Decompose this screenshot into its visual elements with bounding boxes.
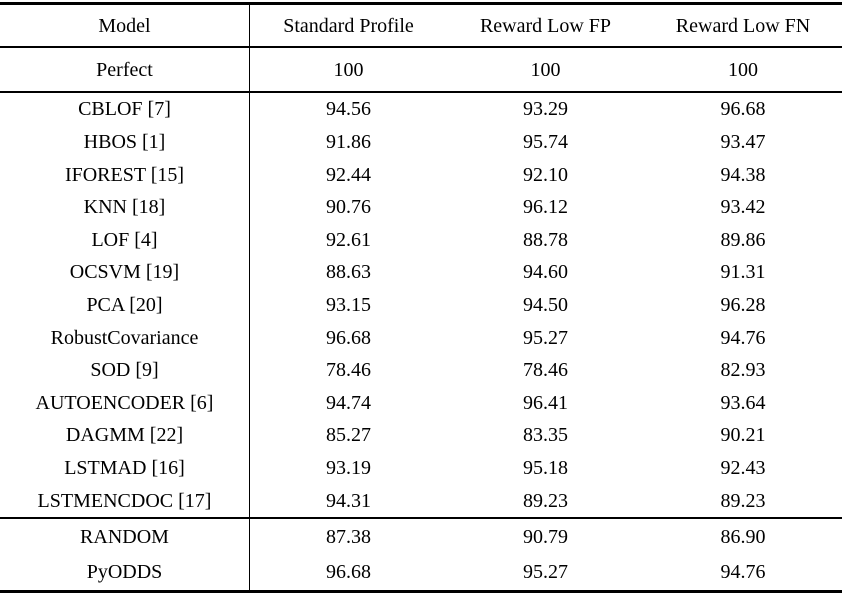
value-cell: 89.23	[523, 489, 568, 512]
table-row: OCSVM [19] 88.63 94.60 91.31	[0, 256, 842, 289]
model-cell: PCA [20]	[0, 288, 250, 322]
table-row: AUTOENCODER [6] 94.74 96.41 93.64	[0, 386, 842, 420]
header-section: Model Standard Profile Reward Low FP Rew…	[0, 5, 842, 46]
model-cell: LSTMAD [16]	[0, 451, 250, 485]
value-cell: 93.42	[720, 196, 766, 219]
perfect-section: Perfect 100 100 100	[0, 48, 842, 91]
value-cell: 94.76	[720, 326, 766, 349]
value-cell: 89.86	[720, 228, 766, 251]
value-cell: 93.15	[326, 293, 371, 316]
value-cell: 96.28	[720, 293, 766, 316]
perfect-rule	[0, 91, 842, 93]
table-row: SOD [9] 78.46 78.46 82.93	[0, 353, 842, 387]
value-cell: 86.90	[720, 525, 766, 548]
value-cell: 96.68	[720, 98, 766, 121]
model-cell: CBLOF [7]	[0, 93, 250, 126]
value-cell: 93.19	[326, 457, 371, 479]
value-cell: 92.61	[326, 228, 371, 251]
model-cell: KNN [18]	[0, 190, 250, 224]
value-cell: 78.46	[523, 359, 568, 382]
value-cell: 89.23	[720, 489, 766, 512]
value-cell: 100	[530, 58, 561, 81]
table-row: LSTMAD [16] 93.19 95.18 92.43	[0, 451, 842, 485]
model-cell: LSTMENCDOC [17]	[0, 484, 250, 517]
value-cell: 95.27	[523, 561, 568, 584]
column-header-reward-low-fn: Reward Low FN	[675, 14, 811, 37]
table-row: KNN [18] 90.76 96.12 93.42	[0, 190, 842, 224]
table-row: RobustCovariance 96.68 95.27 94.76	[0, 321, 842, 354]
table-row: HBOS [1] 91.86 95.74 93.47	[0, 125, 842, 159]
body-section: CBLOF [7] 94.56 93.29 96.68 HBOS [1] 91.…	[0, 93, 842, 517]
value-cell: 92.44	[326, 163, 371, 186]
value-cell: 94.56	[326, 98, 371, 121]
value-cell: 96.68	[326, 326, 371, 349]
footer-section: RANDOM 87.38 90.79 86.90 PyODDS 96.68 95…	[0, 519, 842, 590]
model-cell: IFOREST [15]	[0, 158, 250, 191]
value-cell: 91.86	[326, 130, 371, 153]
model-cell: SOD [9]	[0, 353, 250, 387]
value-cell: 94.60	[523, 261, 568, 284]
model-cell: Perfect	[0, 48, 250, 91]
table-row: LSTMENCDOC [17] 94.31 89.23 89.23	[0, 484, 842, 517]
value-cell: 96.12	[523, 196, 568, 219]
value-cell: 95.27	[523, 326, 568, 349]
model-cell: DAGMM [22]	[0, 419, 250, 452]
value-cell: 78.46	[326, 359, 371, 382]
value-cell: 90.79	[523, 525, 568, 548]
table-row: LOF [4] 92.61 88.78 89.86	[0, 223, 842, 257]
model-cell: PyODDS	[0, 554, 250, 590]
value-cell: 94.31	[326, 489, 371, 512]
table-row-perfect: Perfect 100 100 100	[0, 48, 842, 91]
footer-rule	[0, 517, 842, 519]
value-cell: 95.18	[523, 457, 568, 479]
value-cell: 96.68	[326, 561, 371, 584]
value-cell: 87.38	[326, 525, 371, 548]
value-cell: 92.10	[523, 163, 568, 186]
value-cell: 93.64	[720, 391, 766, 414]
value-cell: 90.21	[720, 424, 766, 447]
value-cell: 94.38	[720, 163, 766, 186]
header-row: Model Standard Profile Reward Low FP Rew…	[0, 5, 842, 46]
table-row: CBLOF [7] 94.56 93.29 96.68	[0, 93, 842, 126]
value-cell: 92.43	[720, 457, 766, 479]
model-cell: AUTOENCODER [6]	[0, 386, 250, 420]
table-row: IFOREST [15] 92.44 92.10 94.38	[0, 158, 842, 191]
value-cell: 85.27	[326, 424, 371, 447]
value-cell: 100	[728, 58, 758, 81]
value-cell: 93.47	[720, 130, 766, 153]
value-cell: 88.78	[523, 228, 568, 251]
value-cell: 91.31	[720, 261, 766, 284]
model-cell: HBOS [1]	[0, 125, 250, 159]
value-cell: 83.35	[523, 424, 568, 447]
value-cell: 94.76	[720, 561, 766, 584]
table-row: DAGMM [22] 85.27 83.35 90.21	[0, 419, 842, 452]
value-cell: 82.93	[720, 359, 766, 382]
value-cell: 96.41	[523, 391, 568, 414]
column-header-reward-low-fp: Reward Low FP	[479, 14, 612, 37]
bottom-rule	[0, 590, 842, 593]
table-row-pyodds: PyODDS 96.68 95.27 94.76	[0, 554, 842, 590]
value-cell: 93.29	[523, 98, 568, 121]
model-cell: LOF [4]	[0, 223, 250, 257]
value-cell: 95.74	[523, 130, 568, 153]
top-rule	[0, 2, 842, 5]
value-cell: 88.63	[326, 261, 371, 284]
value-cell: 100	[333, 58, 364, 81]
model-cell: RobustCovariance	[0, 321, 250, 354]
value-cell: 94.74	[326, 391, 371, 414]
header-rule	[0, 46, 842, 48]
model-cell: OCSVM [19]	[0, 256, 250, 289]
table-row: PCA [20] 93.15 94.50 96.28	[0, 288, 842, 322]
value-cell: 94.50	[523, 293, 568, 316]
column-header-standard-profile: Standard Profile	[283, 14, 414, 37]
table-row-random: RANDOM 87.38 90.79 86.90	[0, 519, 842, 555]
value-cell: 90.76	[326, 196, 371, 219]
column-header-model: Model	[0, 5, 250, 46]
model-cell: RANDOM	[0, 519, 250, 555]
